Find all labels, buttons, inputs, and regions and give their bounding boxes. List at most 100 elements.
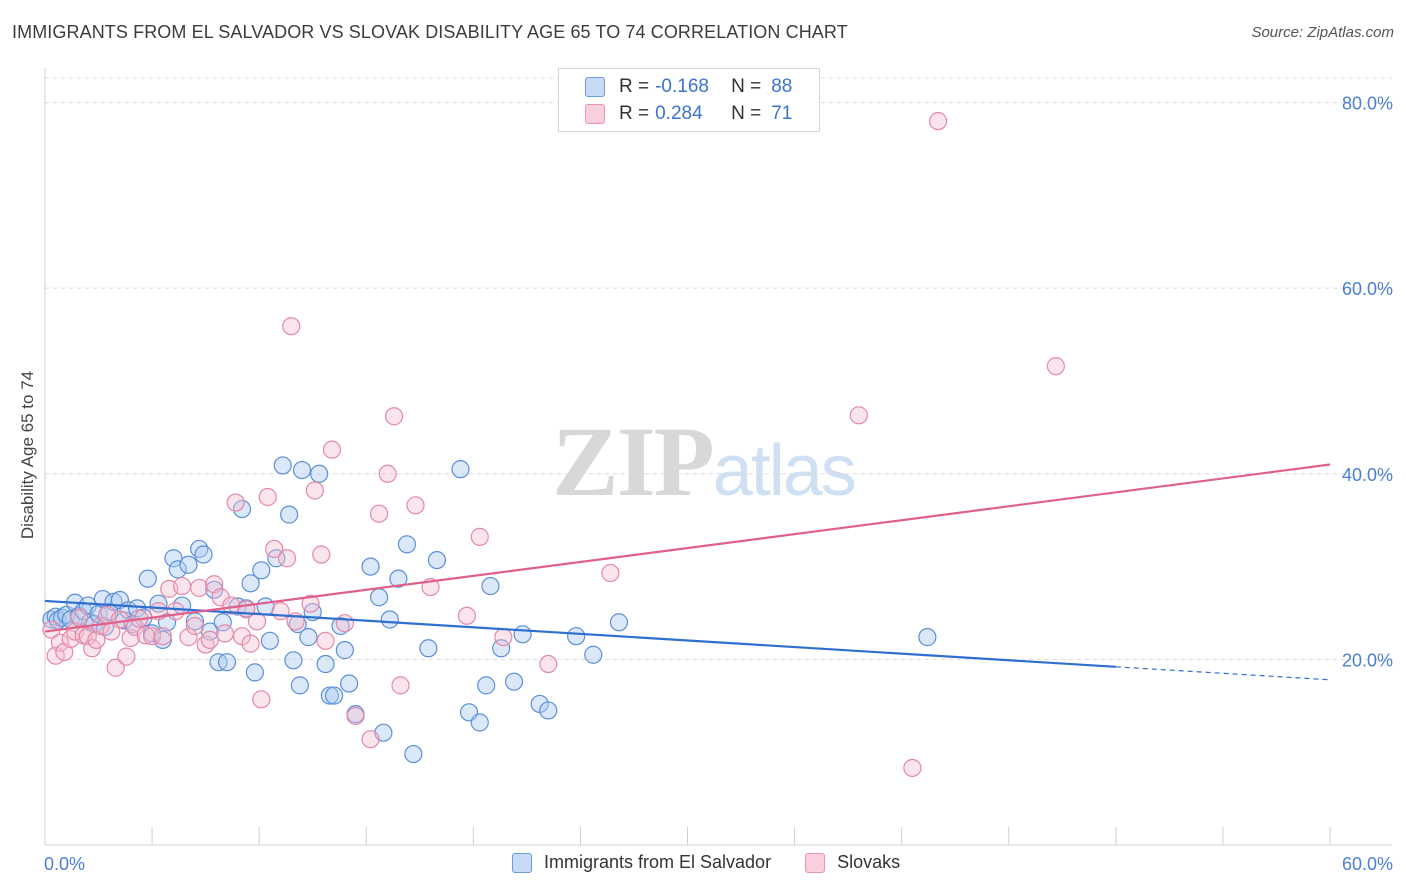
point-slovaks (87, 630, 106, 650)
legend-label-el-salvador: Immigrants from El Salvador (544, 852, 772, 872)
point-el-salvador (194, 545, 213, 564)
point-el-salvador (164, 549, 183, 568)
point-el-salvador (241, 574, 260, 593)
watermark-zip: ZIP (552, 406, 715, 517)
point-el-salvador (232, 499, 252, 519)
point-slovaks (406, 496, 425, 515)
point-el-salvador (245, 663, 264, 682)
legend-r-label: R = (619, 76, 650, 97)
trend-lines (44, 463, 1331, 681)
point-el-salvador (320, 686, 339, 705)
point-el-salvador (340, 674, 359, 693)
point-el-salvador (252, 561, 271, 580)
point-el-salvador (316, 654, 335, 674)
point-slovaks (172, 576, 192, 596)
source-credit: Source: ZipAtlas.com (1251, 24, 1394, 41)
point-slovaks (265, 539, 284, 559)
point-slovaks (601, 563, 620, 583)
point-el-salvador (492, 639, 511, 658)
point-slovaks (335, 614, 354, 633)
legend-row-el-salvador: R = -0.168 N = 88 (585, 74, 792, 100)
point-el-salvador (284, 651, 303, 670)
legend-item-el-salvador[interactable]: Immigrants from El Salvador (512, 852, 771, 873)
legend-r-value: 0.284 (655, 103, 703, 124)
point-el-salvador (477, 676, 496, 695)
legend-swatch-pink (805, 852, 826, 873)
point-el-salvador (290, 676, 309, 695)
point-el-salvador (256, 597, 275, 616)
point-slovaks (166, 602, 185, 621)
point-el-salvador (380, 610, 399, 629)
point-el-salvador (335, 641, 354, 660)
point-el-salvador (280, 505, 299, 524)
point-slovaks (241, 634, 260, 653)
point-slovaks (282, 317, 301, 336)
point-el-salvador (179, 555, 198, 574)
point-el-salvador (168, 560, 187, 579)
y-tick-label: 60.0% (1342, 279, 1393, 299)
point-el-salvador (451, 460, 470, 479)
point-slovaks (179, 628, 198, 647)
point-slovaks (322, 440, 342, 459)
legend-r-value: -0.168 (655, 76, 709, 97)
legend-n-value: 71 (771, 103, 793, 124)
point-slovaks (185, 616, 205, 636)
series-slovaks-points (42, 112, 1065, 778)
trend-line-slovaks (44, 463, 1331, 633)
point-slovaks (110, 610, 130, 629)
point-slovaks (316, 631, 335, 650)
point-el-salvador (584, 645, 603, 664)
point-el-salvador (370, 588, 389, 607)
point-slovaks (83, 639, 102, 658)
point-el-salvador (404, 744, 423, 764)
legend-item-slovaks[interactable]: Slovaks (805, 852, 900, 873)
point-slovaks (361, 730, 380, 749)
point-el-salvador (419, 639, 438, 658)
point-slovaks (200, 630, 220, 650)
point-el-salvador (138, 569, 157, 588)
point-slovaks (391, 676, 410, 695)
point-el-salvador (567, 627, 586, 646)
x-tick-label: 0.0% (44, 854, 85, 874)
point-slovaks (928, 112, 948, 131)
point-slovaks (226, 493, 245, 512)
point-slovaks (277, 549, 297, 568)
point-el-salvador (481, 576, 500, 596)
point-slovaks (190, 578, 209, 598)
legend-swatch-pink (585, 104, 605, 124)
trend-line-el-salvador (44, 599, 1116, 668)
point-slovaks (494, 628, 513, 647)
point-slovaks (1046, 357, 1065, 376)
point-el-salvador (100, 602, 119, 622)
point-el-salvador (361, 557, 380, 576)
point-slovaks (271, 602, 290, 621)
point-el-salvador (513, 625, 532, 644)
legend-n-value: 88 (771, 76, 793, 97)
point-slovaks (903, 758, 922, 778)
legend-row-slovaks: R = 0.284 N = 71 (585, 101, 792, 127)
grid-lines (45, 77, 1392, 660)
point-slovaks (301, 594, 320, 613)
y-tick-label: 20.0% (1342, 650, 1393, 670)
point-el-salvador (325, 686, 344, 705)
legend-swatch-blue (585, 77, 605, 97)
point-slovaks (539, 654, 558, 674)
legend-label-slovaks: Slovaks (837, 852, 901, 872)
point-el-salvador (609, 613, 629, 632)
point-slovaks (50, 633, 70, 652)
point-el-salvador (427, 550, 447, 570)
point-el-salvador (299, 628, 318, 647)
y-tick-label: 80.0% (1342, 94, 1393, 114)
legend-swatch-blue (512, 852, 532, 873)
point-slovaks (117, 647, 136, 666)
watermark: ZIPatlas (552, 404, 857, 519)
point-slovaks (215, 624, 234, 643)
point-slovaks (305, 481, 324, 500)
point-slovaks (258, 487, 277, 507)
point-slovaks (247, 612, 267, 631)
y-tick-label: 40.0% (1342, 465, 1393, 485)
axes (44, 68, 1392, 846)
point-slovaks (346, 706, 365, 726)
point-slovaks (378, 464, 397, 483)
